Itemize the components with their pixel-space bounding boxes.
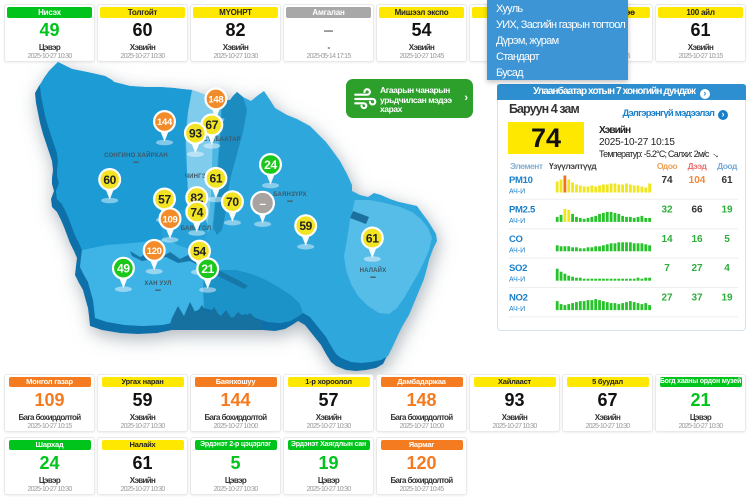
svg-text:74: 74	[190, 205, 203, 219]
svg-text:54: 54	[193, 244, 206, 258]
svg-text:СҮХБААТАР: СҮХБААТАР	[203, 137, 241, 143]
svg-text:АЧ-И: АЧ-И	[509, 218, 525, 225]
svg-text:57: 57	[158, 192, 171, 206]
svg-text:61: 61	[366, 231, 379, 245]
svg-text:27: 27	[691, 263, 703, 274]
svg-text:БАЯНЗҮРХ: БАЯНЗҮРХ	[273, 192, 307, 198]
svg-text:Дээд: Дээд	[688, 161, 708, 171]
svg-text:19: 19	[721, 204, 733, 215]
svg-text:59: 59	[299, 219, 312, 233]
svg-text:66: 66	[691, 204, 703, 215]
svg-text:АЧ-И: АЧ-И	[509, 247, 525, 254]
svg-text:21: 21	[201, 262, 214, 276]
svg-text:НАЛАЙХ: НАЛАЙХ	[360, 266, 387, 274]
svg-text:CO: CO	[509, 234, 523, 245]
svg-text:PM10: PM10	[509, 175, 533, 186]
svg-text:32: 32	[661, 204, 673, 215]
svg-text:АЧ-И: АЧ-И	[509, 306, 525, 313]
svg-text:SO2: SO2	[509, 263, 527, 274]
svg-text:37: 37	[691, 293, 703, 304]
svg-text:Элемент: Элемент	[510, 161, 543, 171]
svg-text:60: 60	[103, 173, 116, 187]
svg-text:ХАН УУЛ: ХАН УУЛ	[144, 281, 171, 287]
svg-text:АЧ-И: АЧ-И	[509, 189, 525, 196]
svg-text:ЧИНГЭЛТЭЙ: ЧИНГЭЛТЭЙ	[185, 172, 224, 180]
svg-text:27: 27	[661, 293, 673, 304]
svg-text:PM2.5: PM2.5	[509, 204, 536, 215]
svg-text:24: 24	[264, 158, 277, 172]
svg-text:61: 61	[721, 175, 733, 186]
svg-text:Үзүүлэлтүүд: Үзүүлэлтүүд	[549, 161, 597, 171]
svg-text:109: 109	[163, 214, 178, 225]
svg-text:Доод: Доод	[717, 161, 738, 171]
svg-text:144: 144	[157, 117, 173, 128]
svg-text:74: 74	[661, 175, 673, 186]
svg-text:61: 61	[210, 172, 223, 186]
svg-text:19: 19	[721, 293, 733, 304]
svg-text:СОНГИНО ХАЙРХАН: СОНГИНО ХАЙРХАН	[104, 151, 168, 159]
svg-text:67: 67	[205, 118, 218, 132]
svg-text:120: 120	[147, 246, 162, 257]
svg-text:70: 70	[226, 195, 239, 209]
svg-text:16: 16	[691, 234, 703, 245]
svg-text:NO2: NO2	[509, 293, 528, 304]
svg-text:7: 7	[664, 263, 670, 274]
svg-text:93: 93	[189, 127, 202, 141]
svg-text:–: –	[259, 196, 266, 210]
svg-text:14: 14	[661, 234, 673, 245]
svg-text:Одоо: Одоо	[657, 161, 677, 171]
svg-text:104: 104	[689, 175, 706, 186]
svg-text:148: 148	[208, 94, 223, 105]
svg-text:49: 49	[117, 262, 130, 276]
svg-text:4: 4	[724, 263, 730, 274]
svg-text:5: 5	[724, 234, 730, 245]
svg-text:АЧ-И: АЧ-И	[509, 277, 525, 284]
